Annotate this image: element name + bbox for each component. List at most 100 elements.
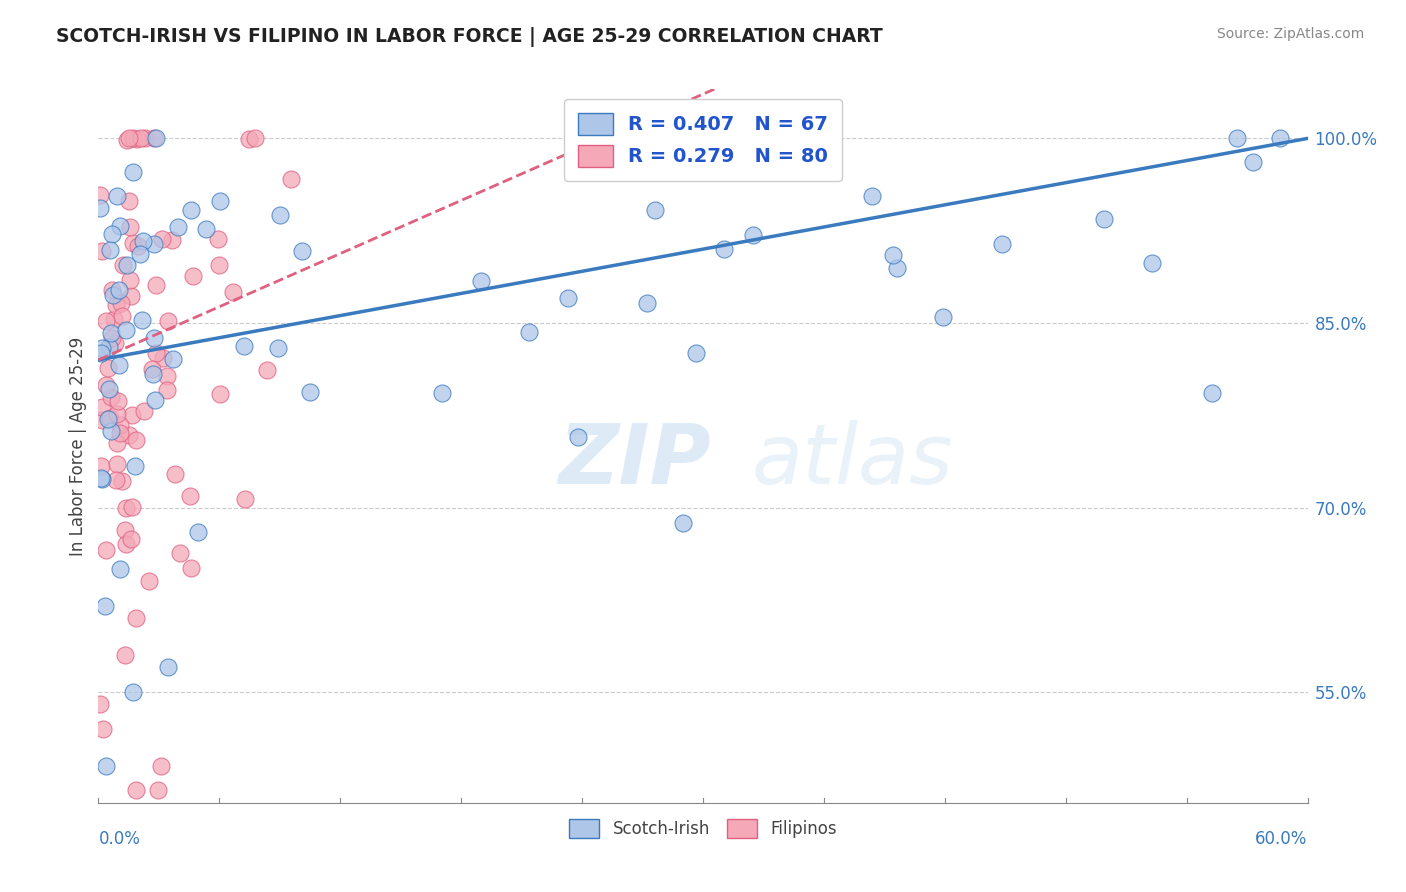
Point bbox=[1142, 256, 1164, 270]
Point bbox=[108, 283, 131, 297]
Point bbox=[208, 387, 231, 401]
Point bbox=[269, 208, 291, 222]
Point bbox=[299, 384, 322, 399]
Point bbox=[94, 377, 117, 392]
Point bbox=[98, 244, 121, 258]
Point bbox=[105, 473, 128, 487]
Point bbox=[156, 383, 179, 397]
Point bbox=[89, 698, 111, 712]
Point bbox=[1226, 131, 1249, 145]
Point bbox=[100, 326, 122, 341]
Point bbox=[567, 430, 589, 444]
Text: 60.0%: 60.0% bbox=[1256, 830, 1308, 848]
Point bbox=[121, 164, 143, 178]
Point bbox=[143, 131, 166, 145]
Point bbox=[155, 368, 177, 383]
Point bbox=[886, 260, 908, 275]
Point bbox=[117, 133, 139, 147]
Point bbox=[94, 314, 117, 328]
Point bbox=[145, 345, 167, 359]
Point bbox=[90, 471, 112, 485]
Point bbox=[243, 131, 266, 145]
Point bbox=[90, 244, 112, 258]
Point bbox=[1201, 386, 1223, 401]
Point bbox=[105, 407, 128, 421]
Point bbox=[167, 219, 190, 234]
Y-axis label: In Labor Force | Age 25-29: In Labor Force | Age 25-29 bbox=[69, 336, 87, 556]
Point bbox=[636, 295, 658, 310]
Point bbox=[183, 269, 205, 284]
Point bbox=[131, 312, 153, 326]
Point bbox=[110, 417, 132, 432]
Point bbox=[517, 325, 540, 339]
Point bbox=[128, 247, 150, 261]
Text: SCOTCH-IRISH VS FILIPINO IN LABOR FORCE | AGE 25-29 CORRELATION CHART: SCOTCH-IRISH VS FILIPINO IN LABOR FORCE … bbox=[56, 27, 883, 46]
Point bbox=[121, 500, 143, 515]
Point bbox=[110, 562, 132, 576]
Point bbox=[89, 201, 111, 215]
Point bbox=[129, 131, 152, 145]
Point bbox=[1268, 131, 1291, 145]
Point bbox=[121, 408, 143, 422]
Point bbox=[169, 546, 191, 560]
Point bbox=[122, 685, 145, 699]
Point bbox=[138, 574, 160, 589]
Point bbox=[557, 291, 579, 305]
Point bbox=[120, 219, 142, 234]
Point bbox=[143, 392, 166, 407]
Point bbox=[115, 258, 138, 272]
Point bbox=[89, 188, 111, 202]
Point bbox=[91, 341, 114, 355]
Point bbox=[114, 648, 136, 662]
Point bbox=[208, 258, 231, 272]
Point bbox=[100, 424, 122, 438]
Point bbox=[127, 132, 149, 146]
Point bbox=[238, 132, 260, 146]
Point bbox=[267, 341, 290, 355]
Point bbox=[187, 525, 209, 540]
Point bbox=[644, 202, 666, 217]
Point bbox=[1092, 211, 1115, 226]
Point bbox=[90, 458, 112, 473]
Point bbox=[685, 346, 707, 360]
Point bbox=[157, 314, 180, 328]
Point bbox=[98, 411, 121, 425]
Point bbox=[932, 310, 955, 325]
Point bbox=[97, 382, 120, 396]
Point bbox=[115, 500, 138, 515]
Point bbox=[148, 783, 170, 797]
Text: atlas: atlas bbox=[751, 420, 953, 500]
Point bbox=[222, 285, 245, 300]
Point bbox=[105, 189, 128, 203]
Point bbox=[180, 560, 202, 574]
Point bbox=[1241, 154, 1264, 169]
Point bbox=[120, 289, 142, 303]
Point bbox=[114, 523, 136, 537]
Point bbox=[149, 759, 172, 773]
Point bbox=[118, 428, 141, 442]
Text: Source: ZipAtlas.com: Source: ZipAtlas.com bbox=[1216, 27, 1364, 41]
Point bbox=[125, 611, 148, 625]
Point bbox=[93, 599, 115, 613]
Point bbox=[91, 472, 114, 486]
Point bbox=[152, 231, 174, 245]
Point bbox=[256, 362, 278, 376]
Point bbox=[207, 232, 229, 246]
Text: 0.0%: 0.0% bbox=[98, 830, 141, 848]
Point bbox=[990, 237, 1012, 252]
Point bbox=[152, 351, 174, 365]
Point bbox=[141, 362, 163, 376]
Point bbox=[118, 131, 141, 145]
Point bbox=[101, 227, 124, 241]
Point bbox=[157, 660, 180, 674]
Point bbox=[94, 543, 117, 558]
Point bbox=[108, 426, 131, 441]
Point bbox=[90, 346, 112, 360]
Point bbox=[118, 194, 141, 209]
Point bbox=[96, 412, 118, 426]
Point bbox=[118, 273, 141, 287]
Point bbox=[142, 236, 165, 251]
Text: ZIP: ZIP bbox=[558, 420, 710, 500]
Point bbox=[91, 412, 114, 426]
Point bbox=[91, 722, 114, 736]
